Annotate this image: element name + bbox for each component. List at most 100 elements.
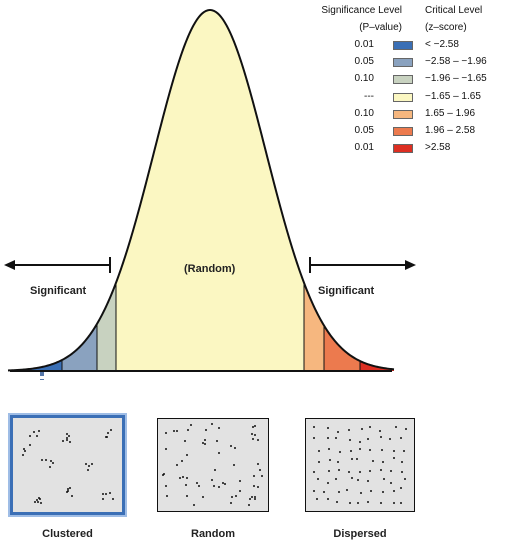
point <box>349 449 352 452</box>
point <box>178 477 181 480</box>
panel-label-dispersed: Dispersed <box>333 528 387 540</box>
point <box>372 460 375 463</box>
point <box>185 453 188 456</box>
point <box>37 500 40 503</box>
point <box>34 501 37 504</box>
point <box>41 459 44 462</box>
point <box>392 449 395 452</box>
legend-col1-header-line1: Significance Level <box>321 5 402 16</box>
point <box>357 502 360 505</box>
point <box>252 438 254 441</box>
point <box>184 440 187 443</box>
point <box>195 482 198 485</box>
point <box>329 458 332 461</box>
point <box>204 439 207 442</box>
legend-col1-header-line2: (P–value) <box>359 22 402 33</box>
panel-random <box>157 418 269 512</box>
legend-z-score: −2.58 – −1.96 <box>425 56 487 68</box>
point <box>328 469 331 472</box>
point <box>345 488 348 491</box>
point <box>214 469 217 472</box>
point <box>204 429 207 432</box>
point <box>230 496 233 499</box>
legend-swatch <box>393 144 413 154</box>
point <box>368 470 371 473</box>
point <box>193 503 196 506</box>
legend-z-score: >2.58 <box>425 142 451 154</box>
point <box>36 499 39 502</box>
point <box>51 462 54 465</box>
point <box>234 495 237 498</box>
point <box>367 500 370 503</box>
legend-swatch <box>393 127 413 136</box>
point <box>256 462 259 465</box>
point <box>392 501 395 504</box>
panel-dispersed <box>305 418 415 512</box>
point <box>337 461 340 464</box>
point <box>317 460 320 463</box>
left-significant-label: Significant <box>30 285 87 297</box>
point <box>348 438 351 441</box>
right-arrow-head <box>405 260 416 270</box>
legend-p-value: 0.05 <box>354 56 374 68</box>
point <box>338 469 341 472</box>
point <box>185 477 188 480</box>
point <box>394 426 397 429</box>
point <box>249 498 252 501</box>
point <box>230 501 233 504</box>
legend-p-value: --- <box>364 90 374 102</box>
point <box>253 497 256 500</box>
point <box>367 480 370 483</box>
point <box>22 447 25 450</box>
point <box>379 435 382 438</box>
point <box>102 497 105 500</box>
point <box>28 444 31 447</box>
legend-swatch <box>393 58 413 68</box>
point <box>238 480 241 483</box>
point <box>334 478 337 481</box>
point <box>32 430 35 433</box>
point <box>189 423 192 426</box>
point <box>358 441 361 444</box>
point <box>87 468 90 471</box>
point <box>383 477 386 480</box>
point <box>257 485 260 488</box>
point <box>111 498 114 501</box>
point <box>180 459 183 462</box>
point <box>360 427 363 430</box>
point <box>313 471 316 474</box>
legend-p-value: 0.10 <box>354 73 374 85</box>
legend-z-score: −1.65 – 1.65 <box>425 90 481 102</box>
point <box>37 496 40 499</box>
curve-region <box>8 360 62 371</box>
point <box>403 477 406 480</box>
point <box>48 465 51 468</box>
point <box>35 435 38 438</box>
legend-z-score: 1.96 – 2.58 <box>425 125 476 136</box>
legend-z-score: 1.65 – 1.96 <box>425 107 476 119</box>
point <box>359 471 362 474</box>
panel-label-clustered: Clustered <box>42 528 93 540</box>
point <box>400 471 403 474</box>
point <box>360 492 363 495</box>
point <box>256 438 259 441</box>
point <box>251 432 254 435</box>
point <box>40 501 43 504</box>
point <box>369 448 372 451</box>
point <box>239 490 242 493</box>
legend-swatch <box>393 92 413 102</box>
point <box>69 441 71 444</box>
point <box>217 486 220 489</box>
point <box>388 437 391 440</box>
legend-p-value: 0.01 <box>354 39 374 50</box>
point <box>400 487 403 490</box>
point <box>165 432 168 435</box>
legend-col2-header-line2: (z–score) <box>425 22 467 33</box>
point <box>172 429 175 432</box>
point <box>44 459 47 462</box>
point <box>326 498 329 501</box>
point <box>367 437 370 440</box>
point <box>61 440 64 443</box>
random-label: (Random) <box>184 263 236 275</box>
point <box>370 490 373 493</box>
